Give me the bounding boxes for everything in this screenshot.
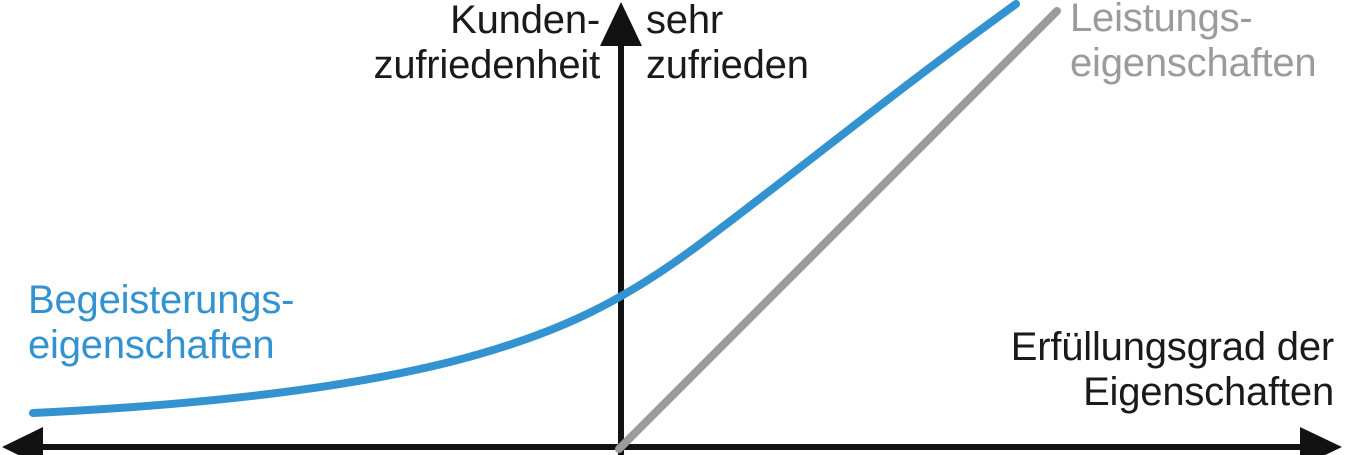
performance-series-label: Leistungs- eigenschaften	[1070, 0, 1317, 85]
delighter-series-label: Begeisterungs- eigenschaften	[28, 278, 295, 367]
delighter-curve	[29, 0, 1020, 417]
x-axis-title: Erfüllungsgrad der Eigenschaften	[1010, 325, 1334, 414]
y-axis	[600, 2, 642, 455]
x-axis-arrow-right-icon	[1300, 427, 1342, 455]
y-axis-top-value-label: sehr zufrieden	[646, 0, 809, 87]
x-axis-arrow-left-icon	[2, 427, 43, 455]
y-axis-arrow-up-icon	[600, 2, 642, 46]
y-axis-title: Kunden- zufriedenheit	[373, 0, 601, 87]
x-axis	[2, 427, 1342, 455]
performance-line	[615, 7, 1061, 453]
